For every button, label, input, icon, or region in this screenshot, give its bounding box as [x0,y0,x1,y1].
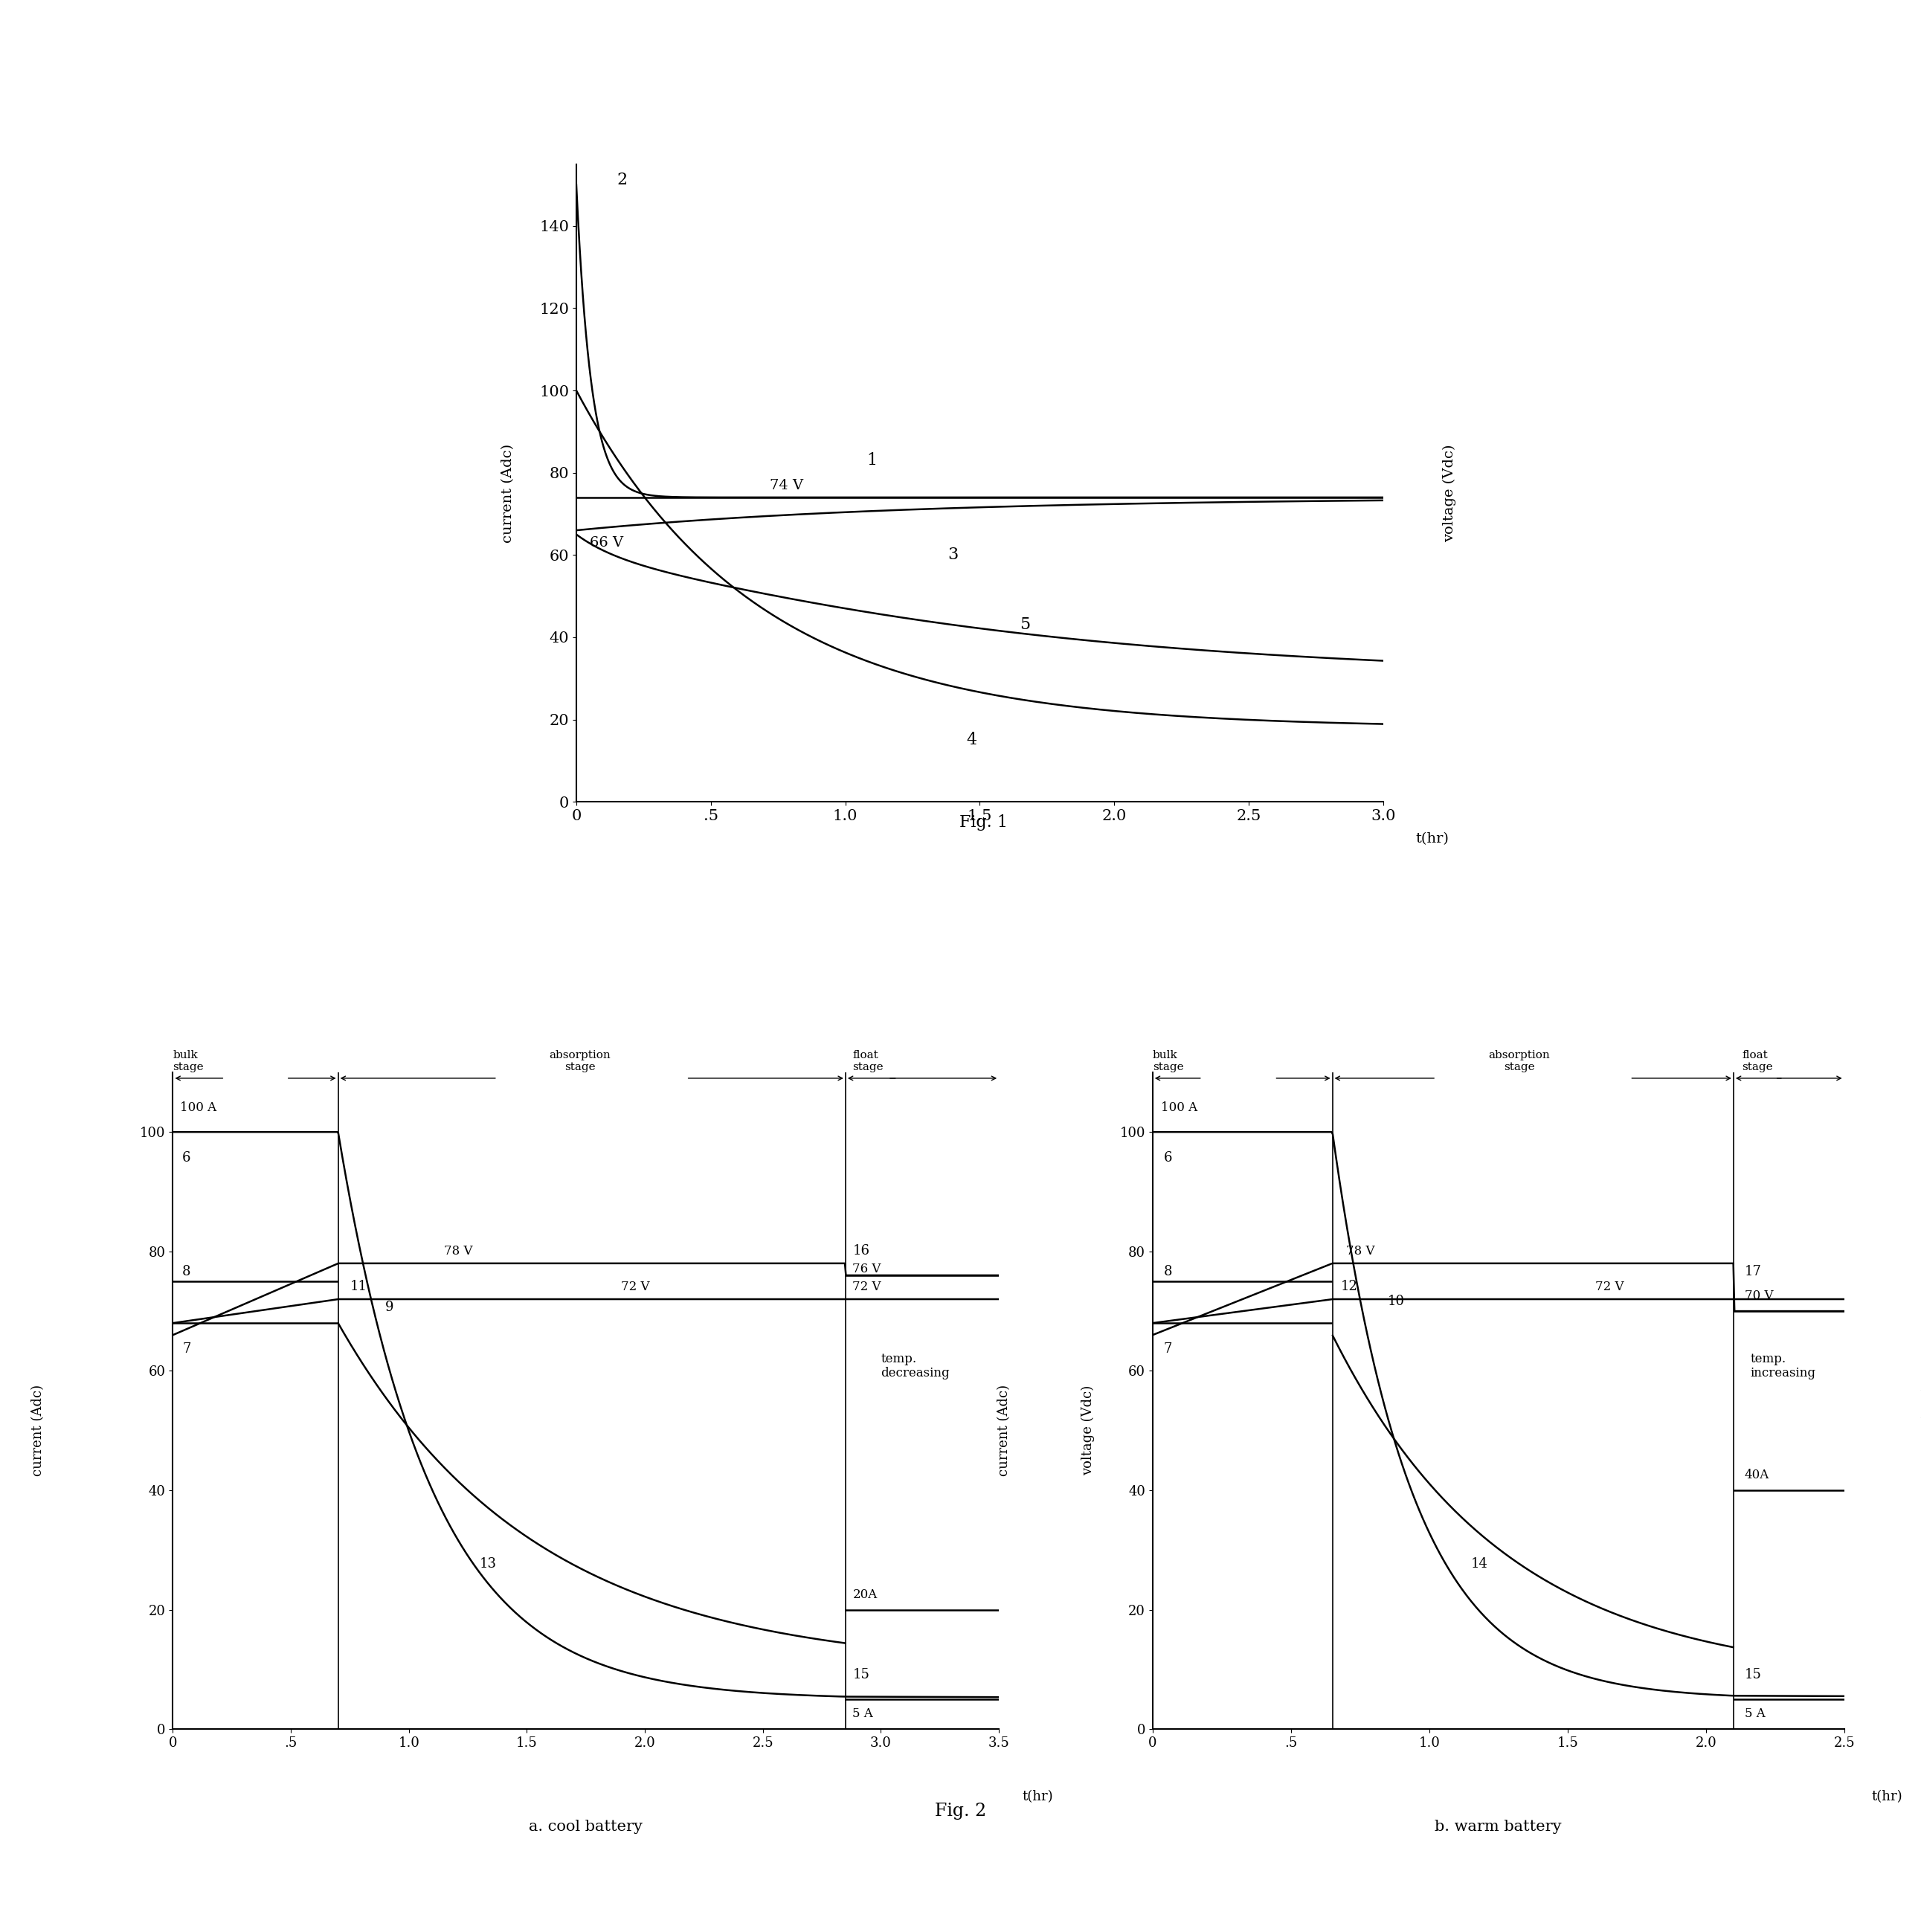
Text: 66 V: 66 V [590,537,622,551]
Text: 11: 11 [350,1279,367,1293]
Text: 14: 14 [1471,1557,1487,1571]
Text: absorption
stage: absorption stage [549,1049,611,1072]
Text: 8: 8 [182,1265,190,1279]
Text: Fig. 2: Fig. 2 [936,1803,985,1820]
Text: 76 V: 76 V [853,1264,882,1275]
Text: 5 A: 5 A [1744,1708,1765,1719]
Text: Fig. 1: Fig. 1 [959,813,1009,831]
Text: t(hr): t(hr) [1416,833,1448,846]
Text: 20A: 20A [853,1588,878,1602]
Text: 5 A: 5 A [853,1708,874,1719]
Text: bulk
stage: bulk stage [173,1049,204,1072]
Text: 3: 3 [947,547,959,562]
Text: 5: 5 [1020,616,1030,634]
Text: current (Adc): current (Adc) [31,1385,44,1476]
Text: float
stage: float stage [1742,1049,1773,1072]
Text: 72 V: 72 V [853,1281,882,1293]
Text: 70 V: 70 V [1744,1289,1773,1302]
Text: 13: 13 [480,1557,498,1571]
Text: 78 V: 78 V [444,1244,473,1258]
Text: 15: 15 [1744,1667,1762,1681]
Text: current (Adc): current (Adc) [501,444,515,543]
Text: t(hr): t(hr) [1022,1791,1053,1804]
Text: 7: 7 [1164,1343,1172,1356]
Text: 72 V: 72 V [1594,1281,1623,1293]
Text: 15: 15 [853,1667,870,1681]
Text: voltage (Vdc): voltage (Vdc) [1443,444,1456,543]
Text: a. cool battery: a. cool battery [528,1820,644,1833]
Text: current (Adc): current (Adc) [997,1385,1010,1476]
Text: 7: 7 [182,1343,190,1356]
Text: 40A: 40A [1744,1468,1769,1482]
Text: 4: 4 [966,732,976,748]
Text: 17: 17 [1744,1265,1762,1279]
Text: absorption
stage: absorption stage [1489,1049,1550,1072]
Text: 78 V: 78 V [1347,1244,1375,1258]
Text: 1: 1 [866,452,878,468]
Text: 10: 10 [1387,1294,1404,1308]
Text: 8: 8 [1164,1265,1172,1279]
Text: b. warm battery: b. warm battery [1435,1820,1562,1833]
Text: 100 A: 100 A [181,1101,217,1115]
Text: temp.
decreasing: temp. decreasing [882,1352,949,1379]
Text: t(hr): t(hr) [1871,1791,1904,1804]
Text: bulk
stage: bulk stage [1153,1049,1183,1072]
Text: voltage (Vdc): voltage (Vdc) [1082,1385,1095,1476]
Text: 2: 2 [617,172,626,189]
Text: temp.
increasing: temp. increasing [1750,1352,1815,1379]
Text: 100 A: 100 A [1160,1101,1197,1115]
Text: 6: 6 [1164,1151,1172,1165]
Text: float
stage: float stage [853,1049,884,1072]
Text: 6: 6 [182,1151,190,1165]
Text: 12: 12 [1341,1279,1358,1293]
Text: 16: 16 [853,1244,870,1258]
Text: 72 V: 72 V [620,1281,649,1293]
Text: 9: 9 [386,1300,394,1314]
Text: 74 V: 74 V [770,479,803,493]
